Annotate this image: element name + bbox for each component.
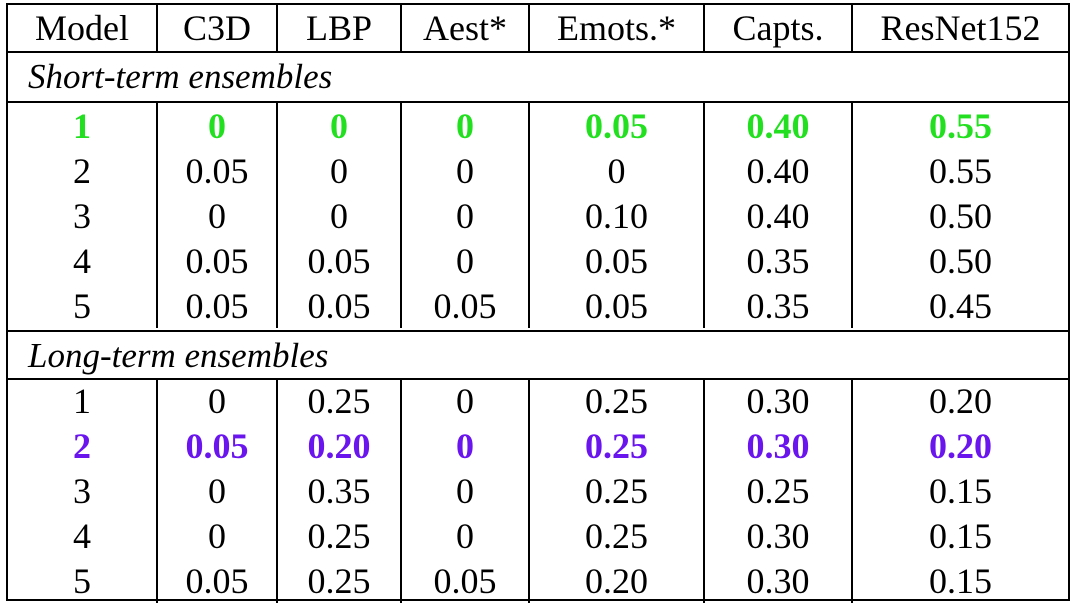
cell-c3d: 0 — [156, 468, 276, 513]
table-row: 5 0.05 0.25 0.05 0.20 0.30 0.15 — [8, 558, 1068, 603]
section-label: Long-term ensembles — [28, 336, 329, 375]
cell-resnet152: 0.15 — [851, 513, 1068, 558]
cell-model: 5 — [73, 560, 91, 601]
cell-lbp: 0.05 — [276, 238, 400, 283]
cell-c3d: 0 — [156, 378, 276, 423]
section-label: Short-term ensembles — [28, 57, 333, 96]
cell-resnet152: 0.20 — [851, 423, 1068, 468]
cell-aest: 0 — [400, 103, 528, 148]
cell-emots: 0.25 — [528, 378, 703, 423]
cell-emots: 0.05 — [528, 283, 703, 328]
cell-resnet152: 0.50 — [851, 238, 1068, 283]
cell-resnet152: 0.15 — [851, 468, 1068, 513]
cell-aest: 0.05 — [400, 283, 528, 328]
header-capts: Capts. — [703, 5, 851, 51]
table-row: 1 0 0 0 0.05 0.40 0.55 — [8, 103, 1068, 148]
table-row: 3 0 0 0 0.10 0.40 0.50 — [8, 193, 1068, 238]
cell-model: 3 — [73, 195, 91, 236]
cell-model: 1 — [73, 380, 91, 421]
cell-emots: 0.25 — [528, 468, 703, 513]
cell-emots: 0.25 — [528, 423, 703, 468]
cell-resnet152: 0.20 — [851, 378, 1068, 423]
header-c3d: C3D — [156, 5, 276, 51]
cell-capts: 0.35 — [703, 238, 851, 283]
cell-c3d: 0.05 — [156, 238, 276, 283]
cell-c3d: 0.05 — [156, 423, 276, 468]
cell-resnet152: 0.55 — [851, 148, 1068, 193]
cell-emots: 0.10 — [528, 193, 703, 238]
cell-model: 1 — [73, 105, 91, 146]
header-aest: Aest* — [400, 5, 528, 51]
header-lbp: LBP — [276, 5, 400, 51]
cell-emots: 0.05 — [528, 103, 703, 148]
cell-c3d: 0.05 — [156, 558, 276, 603]
section-title-long-term: Long-term ensembles — [8, 330, 1068, 380]
cell-capts: 0.30 — [703, 513, 851, 558]
cell-capts: 0.40 — [703, 103, 851, 148]
table-row: 4 0.05 0.05 0 0.05 0.35 0.50 — [8, 238, 1068, 283]
cell-model: 2 — [73, 150, 91, 191]
cell-lbp: 0.05 — [276, 283, 400, 328]
cell-aest: 0 — [400, 148, 528, 193]
cell-capts: 0.30 — [703, 423, 851, 468]
cell-aest: 0 — [400, 423, 528, 468]
header-model: Model — [35, 8, 129, 48]
cell-capts: 0.30 — [703, 378, 851, 423]
cell-lbp: 0.20 — [276, 423, 400, 468]
cell-model: 4 — [73, 240, 91, 281]
cell-lbp: 0.25 — [276, 558, 400, 603]
table-row: 5 0.05 0.05 0.05 0.05 0.35 0.45 — [8, 283, 1068, 328]
cell-c3d: 0 — [156, 513, 276, 558]
header-resnet152: ResNet152 — [851, 5, 1068, 51]
table-row: 2 0.05 0 0 0 0.40 0.55 — [8, 148, 1068, 193]
cell-model: 2 — [73, 425, 91, 466]
cell-aest: 0 — [400, 238, 528, 283]
cell-lbp: 0.35 — [276, 468, 400, 513]
header-row: Model C3D LBP Aest* Emots.* Capts. ResNe… — [8, 5, 1068, 53]
cell-aest: 0.05 — [400, 558, 528, 603]
cell-lbp: 0.25 — [276, 378, 400, 423]
cell-c3d: 0 — [156, 193, 276, 238]
cell-model: 5 — [73, 285, 91, 326]
cell-capts: 0.35 — [703, 283, 851, 328]
cell-capts: 0.25 — [703, 468, 851, 513]
cell-emots: 0.25 — [528, 513, 703, 558]
cell-emots: 0 — [528, 148, 703, 193]
cell-emots: 0.20 — [528, 558, 703, 603]
cell-resnet152: 0.45 — [851, 283, 1068, 328]
cell-model: 3 — [73, 470, 91, 511]
cell-capts: 0.40 — [703, 148, 851, 193]
table-row: 1 0 0.25 0 0.25 0.30 0.20 — [8, 378, 1068, 423]
cell-resnet152: 0.50 — [851, 193, 1068, 238]
cell-lbp: 0 — [276, 148, 400, 193]
section-title-short-term: Short-term ensembles — [8, 53, 1068, 103]
cell-lbp: 0 — [276, 193, 400, 238]
cell-model: 4 — [73, 515, 91, 556]
cell-emots: 0.05 — [528, 238, 703, 283]
cell-c3d: 0.05 — [156, 283, 276, 328]
cell-aest: 0 — [400, 513, 528, 558]
cell-aest: 0 — [400, 378, 528, 423]
cell-resnet152: 0.55 — [851, 103, 1068, 148]
cell-aest: 0 — [400, 193, 528, 238]
table-row: 2 0.05 0.20 0 0.25 0.30 0.20 — [8, 423, 1068, 468]
cell-resnet152: 0.15 — [851, 558, 1068, 603]
results-table: Model C3D LBP Aest* Emots.* Capts. ResNe… — [6, 3, 1070, 603]
cell-capts: 0.30 — [703, 558, 851, 603]
cell-c3d: 0.05 — [156, 148, 276, 193]
cell-capts: 0.40 — [703, 193, 851, 238]
cell-c3d: 0 — [156, 103, 276, 148]
header-emots: Emots.* — [528, 5, 703, 51]
cell-lbp: 0 — [276, 103, 400, 148]
table-row: 4 0 0.25 0 0.25 0.30 0.15 — [8, 513, 1068, 558]
cell-lbp: 0.25 — [276, 513, 400, 558]
table-row: 3 0 0.35 0 0.25 0.25 0.15 — [8, 468, 1068, 513]
cell-aest: 0 — [400, 468, 528, 513]
